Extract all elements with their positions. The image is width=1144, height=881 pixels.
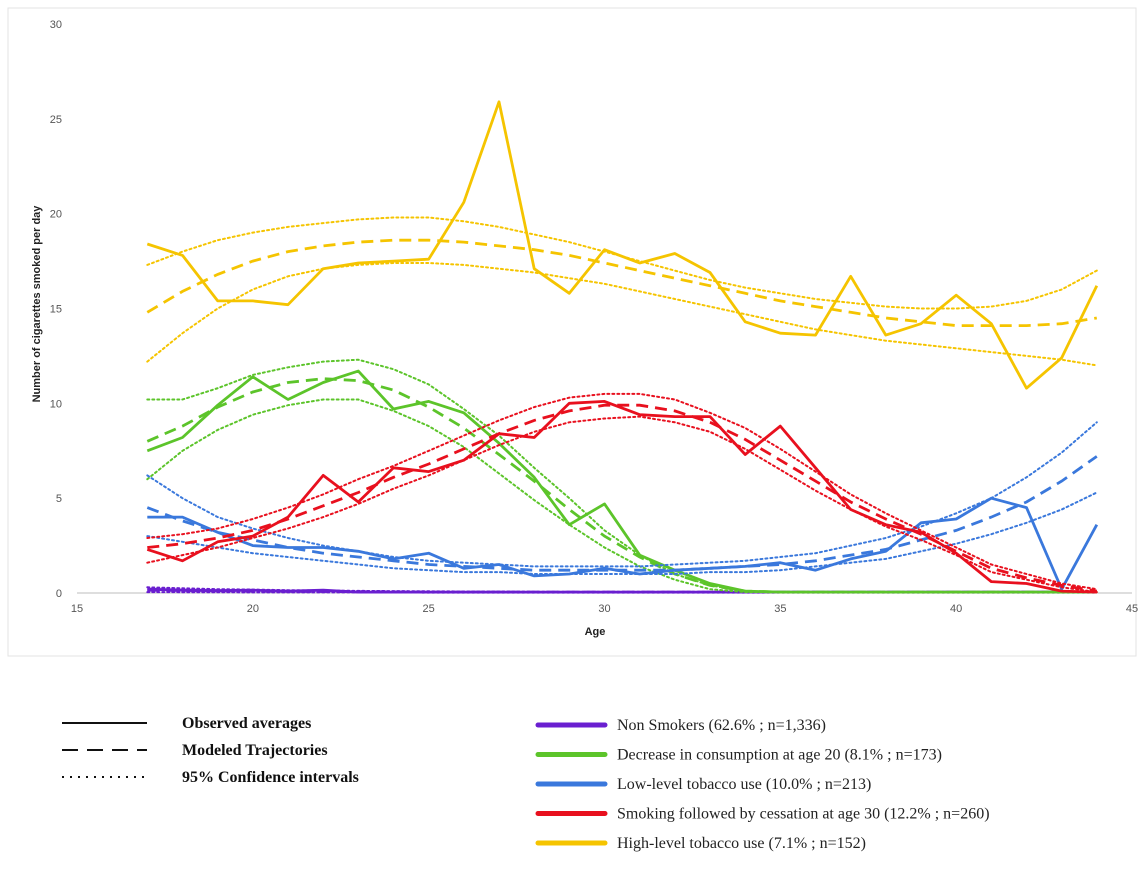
- y-tick-label: 5: [56, 493, 62, 505]
- x-tick-label: 15: [71, 603, 83, 615]
- legend-style-label: Observed averages: [182, 715, 311, 732]
- series-layer: [146, 100, 1099, 594]
- legend-series-label: Smoking followed by cessation at age 30 …: [617, 806, 990, 823]
- legend-line-styles: Observed averages Modeled Trajectories 95%…: [62, 715, 359, 786]
- series-group: [146, 421, 1099, 591]
- legend-style-label: 95% Confidence intervals: [182, 769, 359, 786]
- x-tick-label: 30: [598, 603, 610, 615]
- series-modeled-line: [146, 377, 1097, 594]
- legend-series-label: High-level tobacco use (7.1% ; n=152): [617, 835, 866, 852]
- series-ci-line: [146, 415, 1098, 594]
- x-axis-ticks: 15 20 25 30 35 40 45: [71, 603, 1138, 615]
- series-group: [146, 392, 1098, 594]
- y-tick-label: 15: [50, 304, 62, 316]
- x-axis-title: Age: [585, 626, 606, 638]
- y-tick-label: 20: [50, 209, 62, 221]
- x-tick-label: 40: [950, 603, 962, 615]
- y-axis-title: Number of cigarettes smoked per day: [31, 205, 43, 403]
- x-tick-label: 20: [247, 603, 259, 615]
- y-tick-label: 0: [56, 588, 62, 600]
- series-group: [146, 358, 1098, 594]
- y-axis-ticks: 0 5 10 15 20 25 30: [50, 19, 62, 600]
- plot-border: [7, 7, 1137, 657]
- series-ci-line: [146, 398, 1098, 594]
- x-tick-label: 25: [423, 603, 435, 615]
- series-observed-line: [147, 496, 1099, 591]
- series-ci-line: [146, 421, 1098, 568]
- x-tick-label: 35: [774, 603, 786, 615]
- series-observed-line: [146, 369, 1097, 594]
- series-group: [146, 100, 1099, 390]
- series-modeled-line: [147, 403, 1098, 593]
- legend-style-label: Modeled Trajectories: [182, 742, 328, 759]
- legend-series-label: Non Smokers (62.6% ; n=1,336): [617, 717, 826, 734]
- x-tick-label: 45: [1126, 603, 1138, 615]
- series-ci-line: [146, 216, 1098, 310]
- series-observed-line: [146, 100, 1099, 390]
- y-tick-label: 30: [50, 19, 62, 31]
- y-tick-label: 25: [50, 114, 62, 126]
- series-ci-line: [146, 392, 1098, 591]
- legend-series: Non Smokers (62.6% ; n=1,336) Decrease in…: [535, 717, 990, 852]
- series-modeled-line: [146, 238, 1098, 328]
- legend-series-label: Decrease in consumption at age 20 (8.1% …: [617, 747, 942, 764]
- legend-series-label: Low-level tobacco use (10.0% ; n=213): [617, 776, 871, 793]
- y-tick-label: 10: [50, 398, 62, 410]
- series-ci-line: [146, 491, 1098, 575]
- series-observed-line: [146, 399, 1097, 594]
- series-ci-line: [146, 262, 1098, 367]
